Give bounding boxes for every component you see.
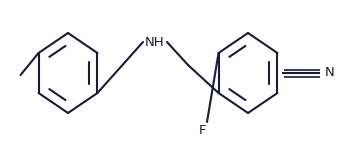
Text: F: F xyxy=(198,123,206,136)
Text: N: N xyxy=(325,66,335,80)
Text: NH: NH xyxy=(145,36,165,48)
